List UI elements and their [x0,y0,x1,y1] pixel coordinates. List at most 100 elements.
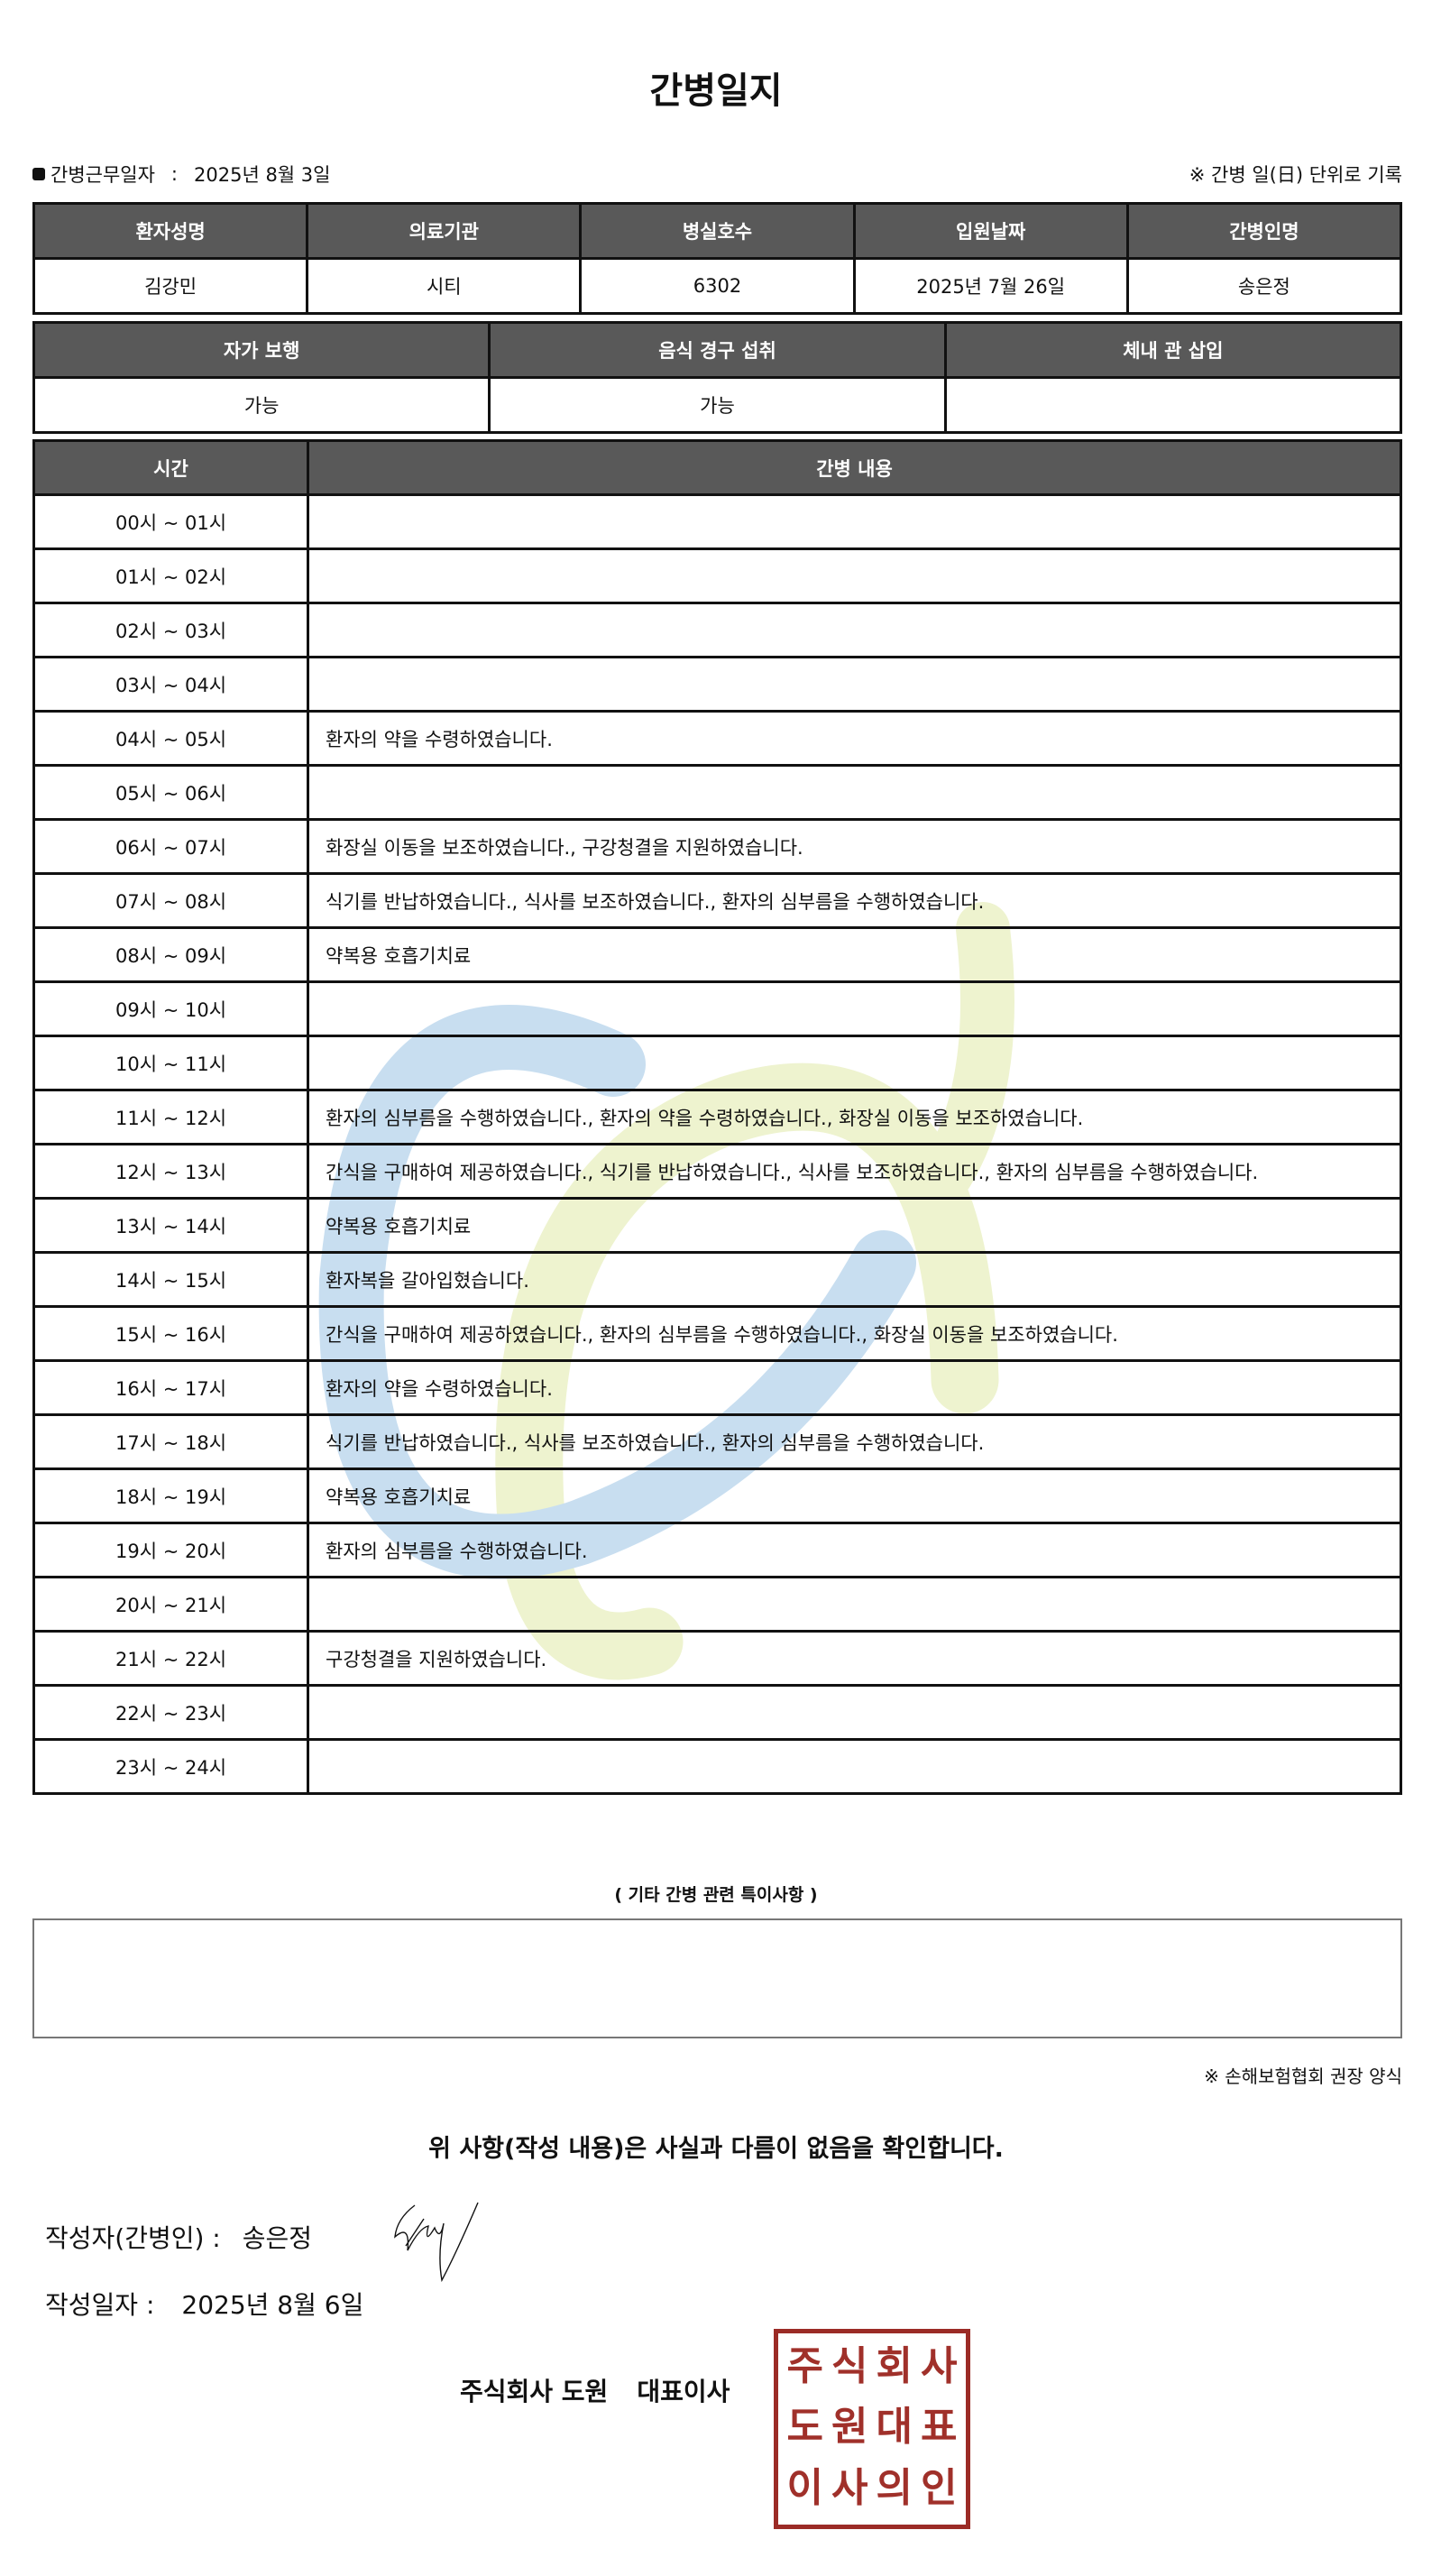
care-content: 간식을 구매하여 제공하였습니다., 환자의 심부름을 수행하였습니다., 화장… [307,1305,1402,1362]
care-log-row: 03시 ~ 04시 [32,656,1402,713]
status-table: 자가 보행 음식 경구 섭취 체내 관 삽입 가능 가능 [32,321,1403,434]
patient-table-row: 김강민 시티 6302 2025년 7월 26일 송은정 [32,257,1403,315]
time-slot: 14시 ~ 15시 [32,1251,309,1308]
status-table-row: 가능 가능 [32,376,1403,434]
care-content: 환자의 약을 수령하였습니다. [307,1359,1402,1416]
header-tube-insertion: 체내 관 삽입 [943,321,1403,379]
time-slot: 15시 ~ 16시 [32,1305,309,1362]
stamp-glyph: 대 [876,2404,913,2451]
care-content [307,1035,1402,1091]
time-slot: 19시 ~ 20시 [32,1522,309,1578]
stamp-glyph: 식 [831,2343,868,2389]
care-log-table: 시간 간병 내용 00시 ~ 01시 01시 ~ 02시 02시 ~ 03시 03시 … [32,439,1402,1795]
time-slot: 13시 ~ 14시 [32,1197,309,1254]
form-note: ※ 손해보험협회 권장 양식 [1204,2065,1402,2087]
care-log-row: 20시 ~ 21시 [32,1576,1402,1633]
caregiver-name: 송은정 [1125,257,1403,315]
time-slot: 10시 ~ 11시 [32,1035,309,1091]
care-content: 환자복을 갈아입혔습니다. [307,1251,1402,1308]
care-log-row: 04시 ~ 05시 환자의 약을 수령하였습니다. [32,710,1402,767]
care-content: 환자의 심부름을 수행하였습니다. [307,1522,1402,1578]
care-log-row: 00시 ~ 01시 [32,493,1402,550]
care-content [307,1684,1402,1741]
time-slot: 23시 ~ 24시 [32,1738,309,1795]
written-date-label: 작성일자 : [45,2290,155,2320]
company-role: 대표이사 [637,2377,730,2406]
care-log-row: 23시 ~ 24시 [32,1738,1402,1795]
time-slot: 04시 ~ 05시 [32,710,309,767]
time-slot: 17시 ~ 18시 [32,1413,309,1470]
care-log-row: 15시 ~ 16시 간식을 구매하여 제공하였습니다., 환자의 심부름을 수행하… [32,1305,1402,1362]
stamp-glyph: 원 [831,2404,868,2451]
status-table-header: 자가 보행 음식 경구 섭취 체내 관 삽입 [32,321,1403,379]
care-content [307,1576,1402,1633]
header-care-content: 간병 내용 [307,439,1402,496]
header-time: 시간 [32,439,309,496]
time-slot: 12시 ~ 13시 [32,1143,309,1200]
stamp-glyph: 표 [921,2404,958,2451]
page-title: 간병일지 [649,70,783,112]
time-slot: 06시 ~ 07시 [32,818,309,875]
care-log-header: 시간 간병 내용 [32,439,1402,496]
care-content [307,493,1402,550]
care-content: 식기를 반납하였습니다., 식사를 보조하였습니다., 환자의 심부름을 수행하… [307,1413,1402,1470]
time-slot: 18시 ~ 19시 [32,1467,309,1524]
self-walking: 가능 [32,376,491,434]
hospital: 시티 [306,257,583,315]
care-log-row: 12시 ~ 13시 간식을 구매하여 제공하였습니다., 식기를 반납하였습니다.… [32,1143,1402,1200]
care-log-row: 16시 ~ 17시 환자의 약을 수령하였습니다. [32,1359,1402,1416]
care-content: 식기를 반납하였습니다., 식사를 보조하였습니다., 환자의 심부름을 수행하… [307,872,1402,929]
care-content [307,547,1402,604]
care-log-row: 10시 ~ 11시 [32,1035,1402,1091]
header-self-walking: 자가 보행 [32,321,491,379]
time-slot: 00시 ~ 01시 [32,493,309,550]
work-date-value: 2025년 8월 3일 [194,164,331,186]
header-patient-name: 환자성명 [32,202,309,260]
stamp-glyph: 사 [921,2343,958,2389]
care-content: 간식을 구매하여 제공하였습니다., 식기를 반납하였습니다., 식사를 보조하… [307,1143,1402,1200]
time-slot: 09시 ~ 10시 [32,980,309,1037]
time-slot: 07시 ~ 08시 [32,872,309,929]
care-log-row: 14시 ~ 15시 환자복을 갈아입혔습니다. [32,1251,1402,1308]
care-log-row: 13시 ~ 14시 약복용 호흡기치료 [32,1197,1402,1254]
care-content [307,656,1402,713]
care-log-row: 08시 ~ 09시 약복용 호흡기치료 [32,926,1402,983]
stamp-glyph: 인 [921,2464,958,2511]
written-date: 2025년 8월 6일 [181,2290,364,2320]
stamp-glyph: 도 [786,2404,823,2451]
time-slot: 20시 ~ 21시 [32,1576,309,1633]
admission-date: 2025년 7월 26일 [852,257,1129,315]
time-slot: 05시 ~ 06시 [32,764,309,821]
care-content: 약복용 호흡기치료 [307,1197,1402,1254]
care-log-row: 01시 ~ 02시 [32,547,1402,604]
time-slot: 22시 ~ 23시 [32,1684,309,1741]
care-log-row: 11시 ~ 12시 환자의 심부름을 수행하였습니다., 환자의 약을 수령하였습… [32,1089,1402,1145]
stamp-glyph: 이 [786,2464,823,2511]
care-log-row: 06시 ~ 07시 화장실 이동을 보조하였습니다., 구강청결을 지원하였습니다… [32,818,1402,875]
care-log-row: 18시 ~ 19시 약복용 호흡기치료 [32,1467,1402,1524]
bullet-square-icon [32,168,45,180]
care-content: 약복용 호흡기치료 [307,926,1402,983]
stamp-glyph: 주 [786,2343,823,2389]
header-admission-date: 입원날짜 [852,202,1129,260]
stamp-glyph: 의 [876,2464,913,2511]
oral-intake: 가능 [488,376,947,434]
header-hospital: 의료기관 [306,202,583,260]
work-date-sep: : [170,163,178,185]
care-content [307,980,1402,1037]
care-content: 환자의 약을 수령하였습니다. [307,710,1402,767]
time-slot: 01시 ~ 02시 [32,547,309,604]
time-slot: 16시 ~ 17시 [32,1359,309,1416]
care-log-row: 17시 ~ 18시 식기를 반납하였습니다., 식사를 보조하였습니다., 환자의… [32,1413,1402,1470]
patient-name: 김강민 [32,257,309,315]
room-number: 6302 [579,257,856,315]
notes-title: ( 기타 간병 관련 특이사항 ) [614,1885,818,1905]
record-note: ※ 간병 일(日) 단위로 기록 [1189,164,1402,186]
company-name: 주식회사 도원 [460,2377,609,2406]
care-log-row: 05시 ~ 06시 [32,764,1402,821]
care-content: 구강청결을 지원하였습니다. [307,1630,1402,1687]
care-log-row: 19시 ~ 20시 환자의 심부름을 수행하였습니다. [32,1522,1402,1578]
care-log-row: 07시 ~ 08시 식기를 반납하였습니다., 식사를 보조하였습니다., 환자의… [32,872,1402,929]
care-content [307,602,1402,658]
